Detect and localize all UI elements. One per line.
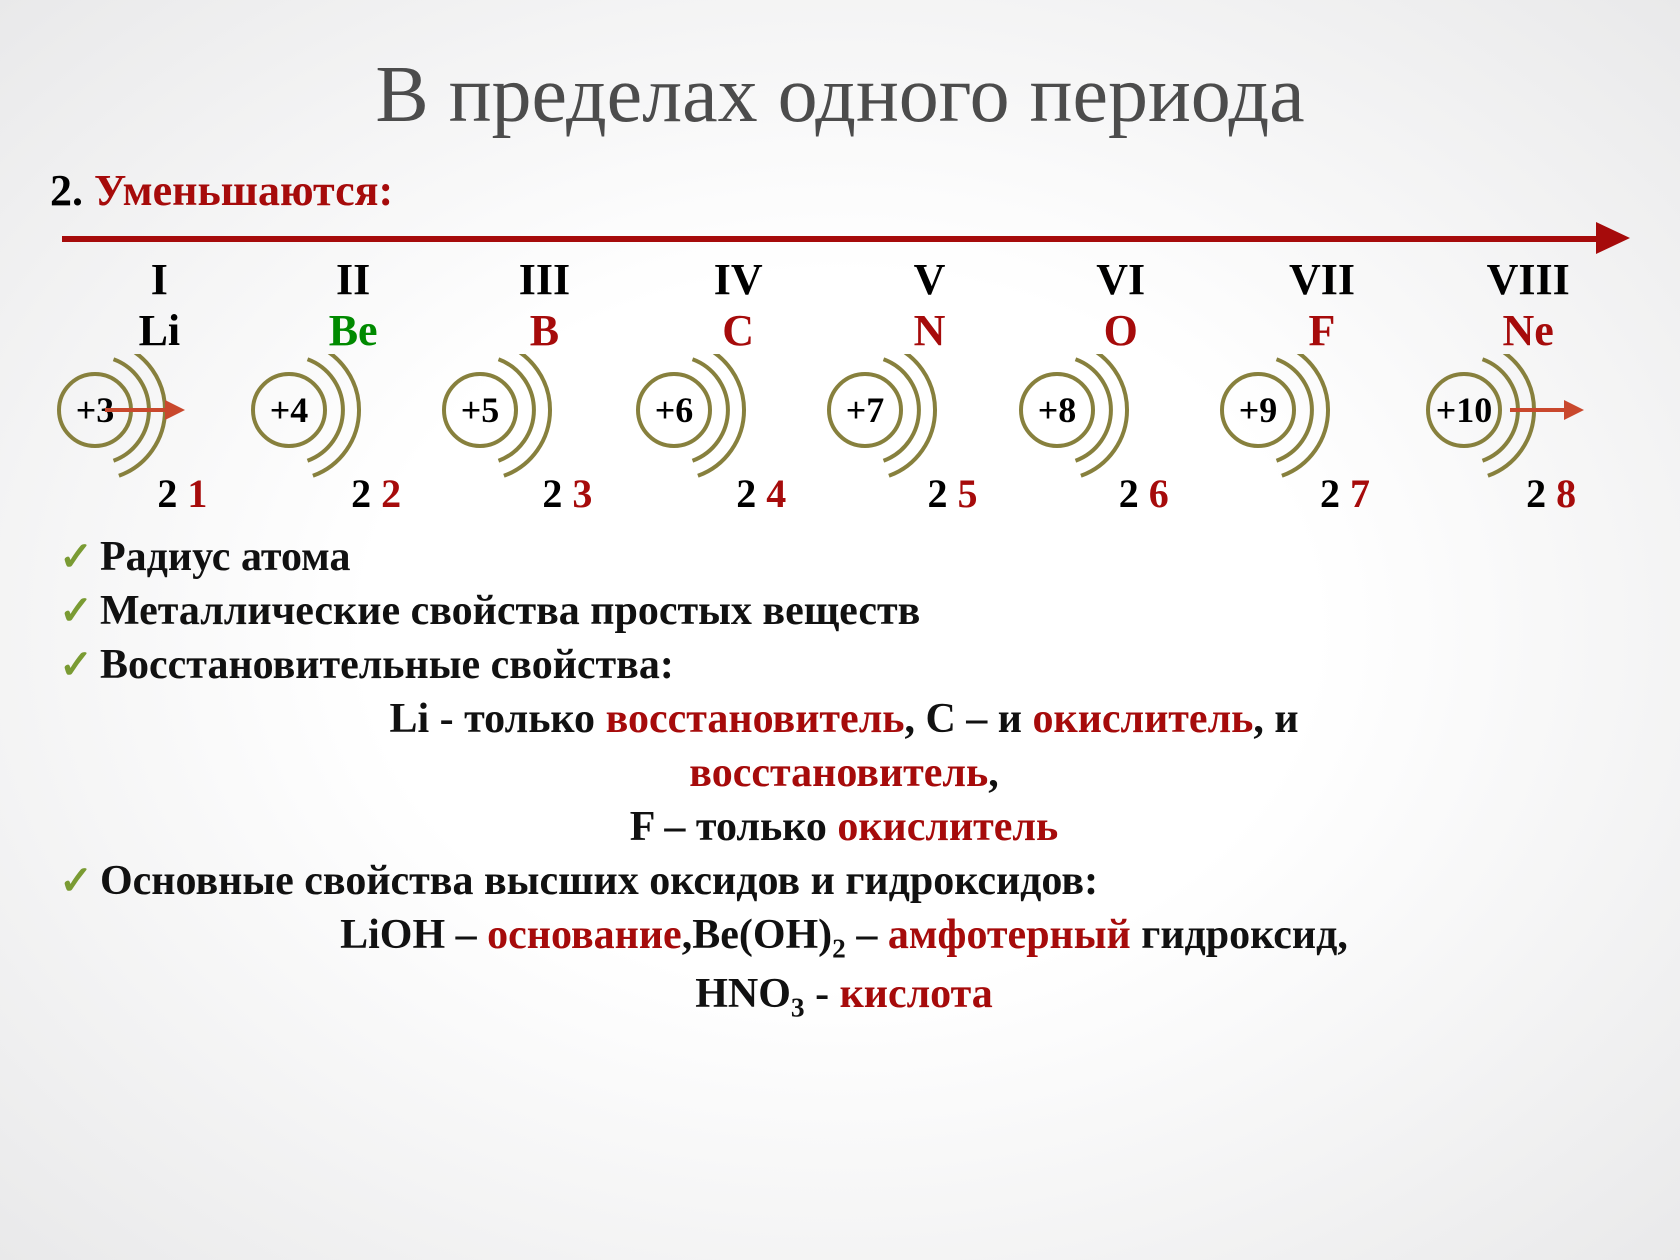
svg-text:+5: +5 (461, 390, 500, 430)
line4-r2: амфотерный (888, 912, 1141, 958)
svg-text:+9: +9 (1239, 390, 1278, 430)
group-II: II (259, 254, 448, 305)
bullet-4: ✓Основные свойства высших оксидов и гидр… (58, 857, 1630, 905)
line5-p1: HNO (695, 971, 791, 1017)
group-VIII: VIII (1426, 254, 1630, 305)
group-III: III (448, 254, 642, 305)
line5-r1: кислота (840, 971, 993, 1017)
element-symbol-Ne: Ne (1426, 305, 1630, 356)
line-lioh: LiOH – основание,Be(OH)2 – амфотерный ги… (118, 911, 1570, 964)
subtitle-main: Уменьшаются: (94, 166, 393, 215)
line1-r1: восстановитель (606, 696, 905, 742)
bullet-2-text: Металлические свойства простых веществ (100, 588, 920, 634)
period-arrow-head (1596, 222, 1630, 254)
line3-p1: F – только (630, 804, 838, 850)
period-arrow-line (62, 236, 1610, 242)
line1-p3: , и (1253, 696, 1298, 742)
line4-sub: 2 (832, 933, 846, 963)
check-icon: ✓ (58, 641, 94, 688)
group-IV: IV (641, 254, 835, 305)
element-symbol-O: O (1024, 305, 1218, 356)
group-VI: VI (1024, 254, 1218, 305)
line4-p4: гидроксид, (1141, 912, 1348, 958)
group-I: I (60, 254, 259, 305)
check-icon: ✓ (58, 857, 94, 904)
element-symbol-C: C (641, 305, 835, 356)
svg-text:+10: +10 (1436, 390, 1493, 430)
line2-r1: восстановитель (689, 750, 988, 796)
check-icon: ✓ (58, 587, 94, 634)
svg-text:+7: +7 (846, 390, 885, 430)
subtitle-prefix: 2. (50, 166, 94, 215)
element-symbol-Li: Li (60, 305, 259, 356)
line1-p2: , C – и (904, 696, 1032, 742)
atom-N: +7 (835, 360, 1024, 470)
check-icon: ✓ (58, 533, 94, 580)
element-symbol-Be: Be (259, 305, 448, 356)
line4-p2: ,Be(OH) (682, 912, 832, 958)
element-symbol-F: F (1218, 305, 1427, 356)
line-f: F – только окислитель (118, 803, 1570, 851)
atom-Ne: +10 (1426, 360, 1630, 470)
symbols-row: LiBeBCNOFNe (50, 305, 1630, 356)
line-cont: восстановитель, (118, 749, 1570, 797)
line1-r2: окислитель (1033, 696, 1254, 742)
line1-p1: Li - только (389, 696, 605, 742)
bullet-4-text: Основные свойства высших оксидов и гидро… (100, 858, 1098, 904)
bullet-3: ✓Восстановительные свойства: (58, 641, 1630, 689)
bullet-3-text: Восстановительные свойства: (100, 642, 674, 688)
subtitle: 2. Уменьшаются: (50, 165, 1630, 216)
period-arrow (50, 222, 1630, 254)
bullets: ✓Радиус атома ✓Металлические свойства пр… (50, 533, 1630, 1024)
line-hno3: HNO3 - кислота (118, 970, 1570, 1023)
group-V: V (835, 254, 1024, 305)
line4-r1: основание (487, 912, 682, 958)
line2-p1: , (988, 750, 999, 796)
atom-O: +8 (1024, 360, 1218, 470)
atoms-row: +3 +4 +5 +6 +7 +8 +9 (50, 356, 1630, 470)
bullet-1: ✓Радиус атома (58, 533, 1630, 581)
slide-title: В пределах одного периода (50, 50, 1630, 141)
bullet-1-text: Радиус атома (100, 534, 350, 580)
line4-p1: LiOH – (340, 912, 487, 958)
atom-Be: +4 (259, 360, 448, 470)
element-symbol-N: N (835, 305, 1024, 356)
group-VII: VII (1218, 254, 1427, 305)
svg-text:+8: +8 (1037, 390, 1076, 430)
atom-F: +9 (1218, 360, 1427, 470)
bullet-2: ✓Металлические свойства простых веществ (58, 587, 1630, 635)
svg-text:+6: +6 (655, 390, 694, 430)
atom-C: +6 (641, 360, 835, 470)
line4-p3: – (846, 912, 888, 958)
line5-sub: 3 (791, 993, 805, 1023)
svg-text:+4: +4 (270, 390, 309, 430)
slide: В пределах одного периода 2. Уменьшаются… (0, 0, 1680, 1260)
line5-p2: - (805, 971, 840, 1017)
line3-r1: окислитель (837, 804, 1058, 850)
groups-row: IIIIIIIVVVIVIIVIII (50, 254, 1630, 305)
atom-Li: +3 (60, 360, 259, 470)
element-symbol-B: B (448, 305, 642, 356)
atom-B: +5 (448, 360, 642, 470)
line-li-c: Li - только восстановитель, C – и окисли… (118, 695, 1570, 743)
